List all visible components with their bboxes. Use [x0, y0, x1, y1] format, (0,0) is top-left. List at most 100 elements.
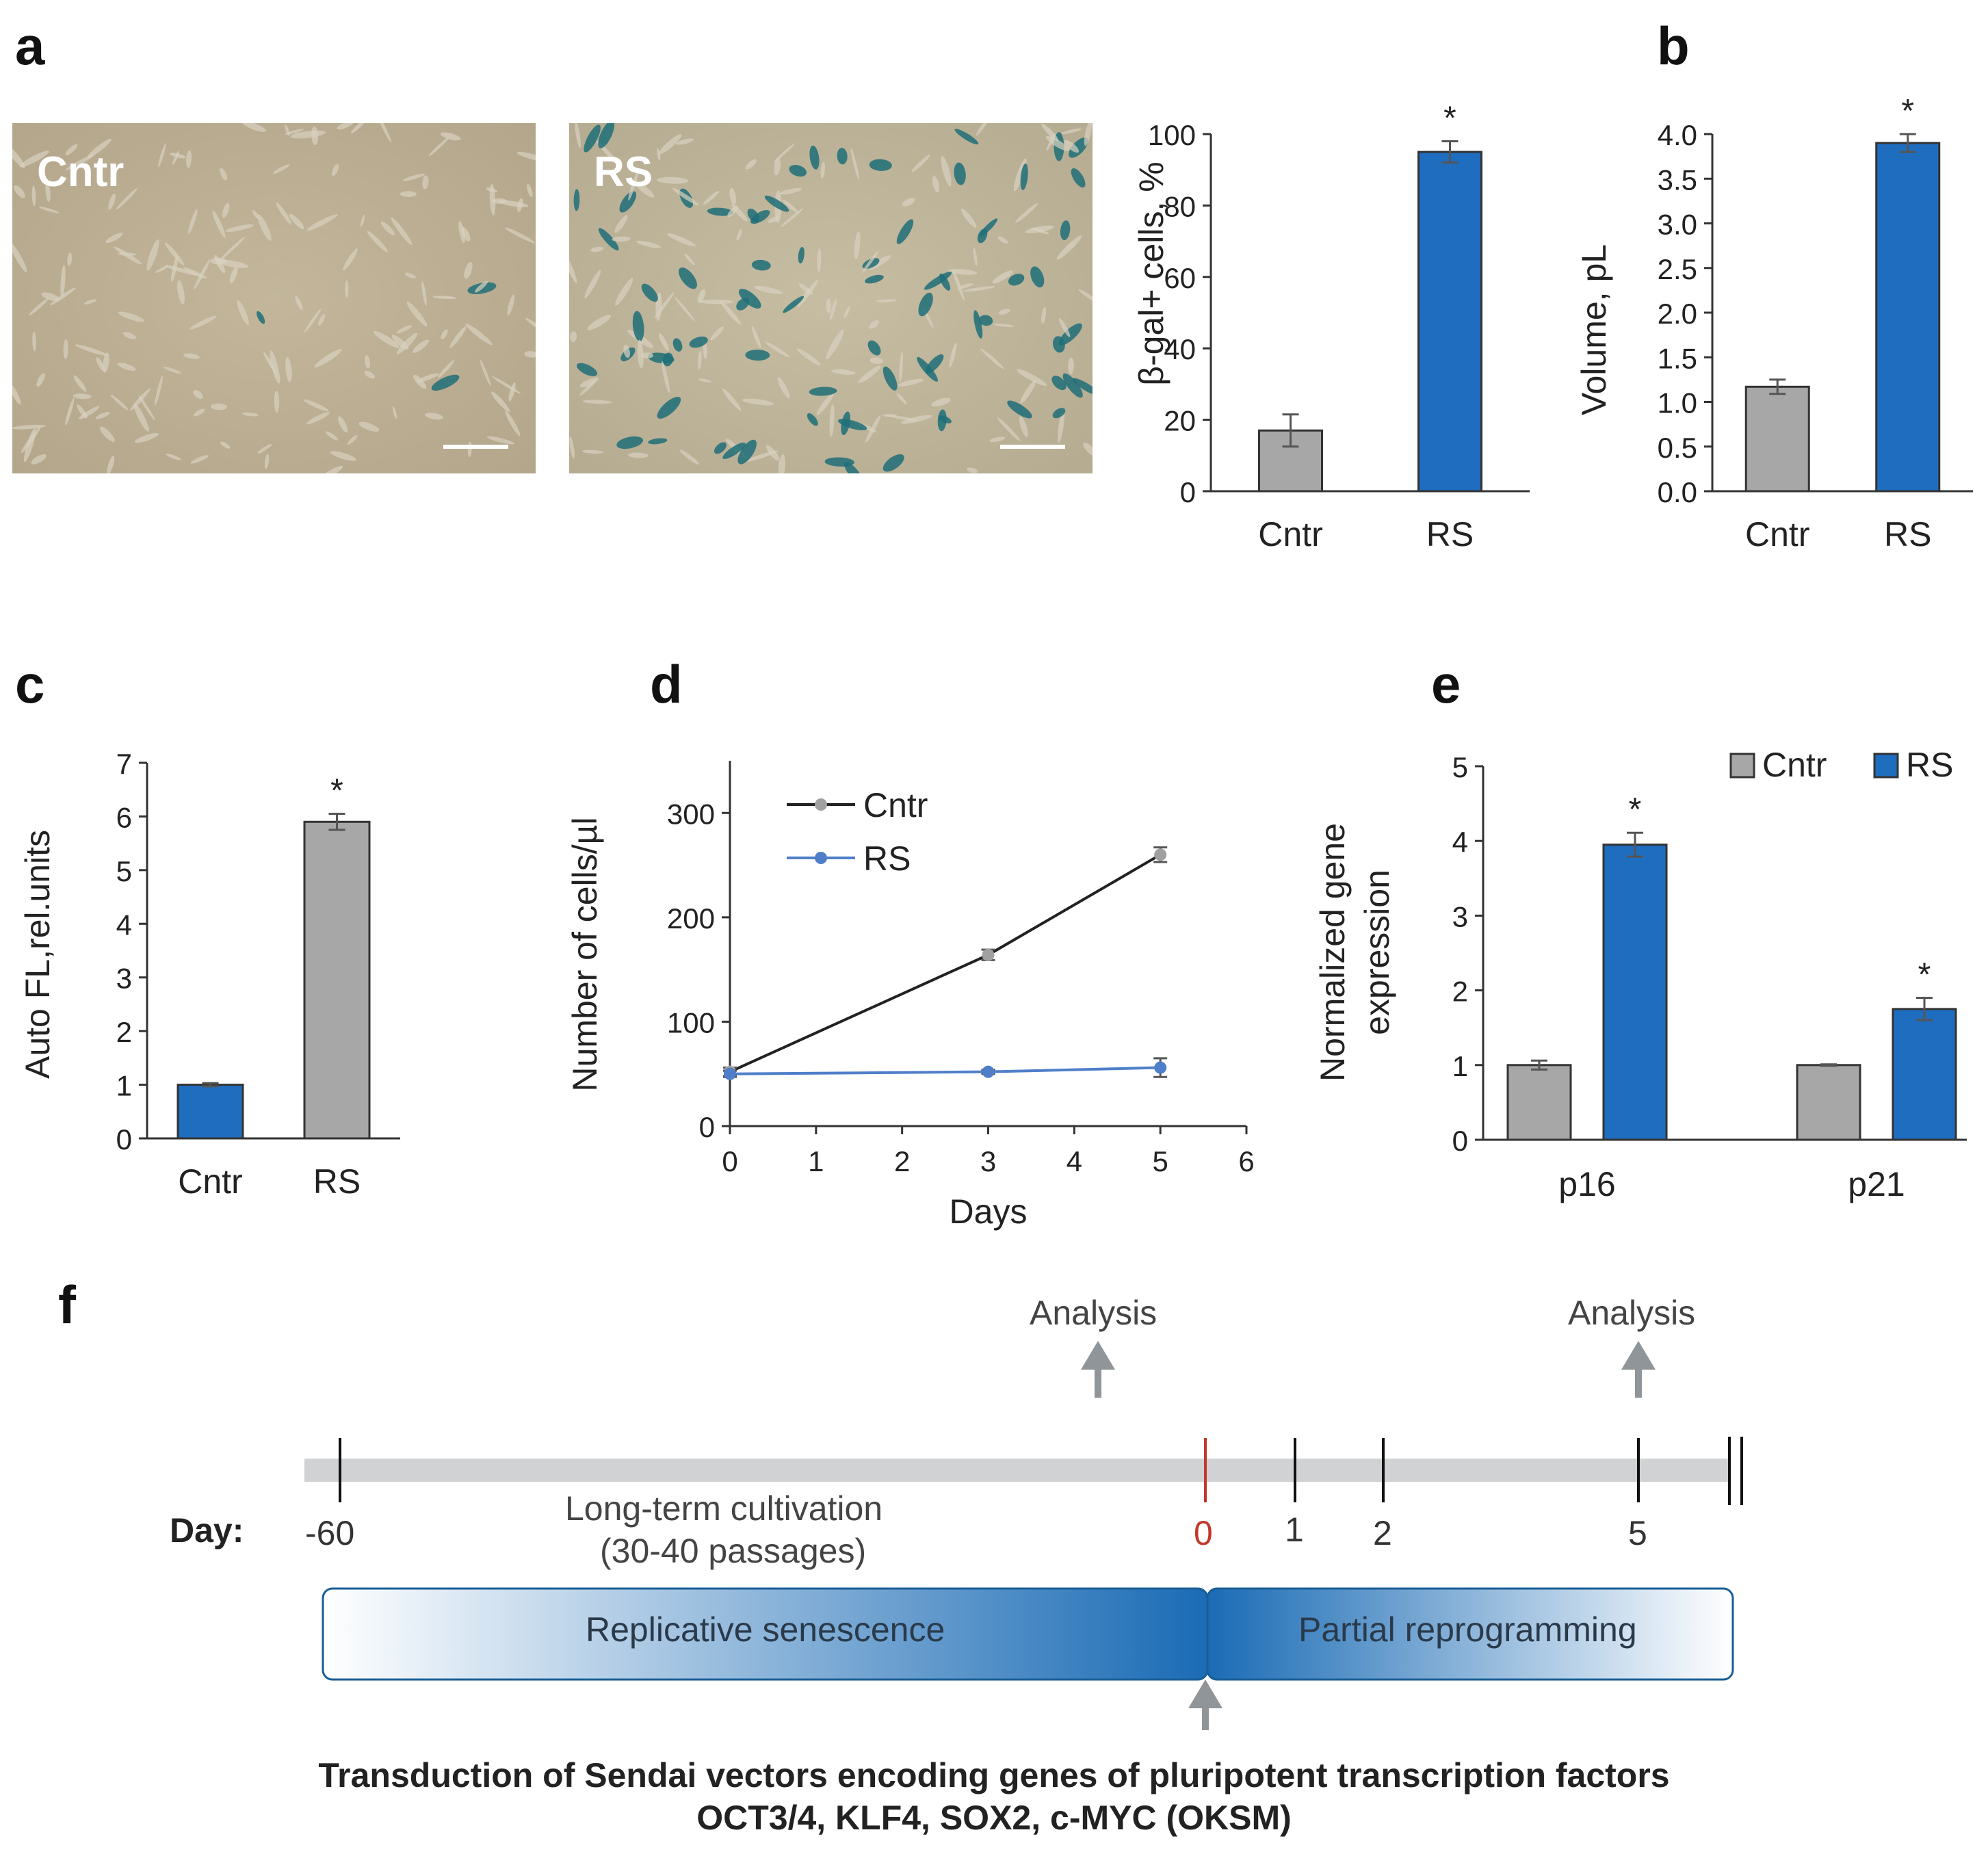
x-category-label: RS — [1426, 515, 1474, 553]
y-tick-label: 5 — [1452, 751, 1468, 783]
cell — [672, 187, 699, 206]
y-tick-label: 0 — [699, 1111, 715, 1143]
cell — [614, 215, 628, 233]
cell — [505, 410, 521, 436]
cell — [170, 255, 178, 283]
y-axis-label: Auto FL,rel.units — [18, 830, 57, 1079]
x-tick-label: 6 — [1238, 1145, 1254, 1177]
cell — [657, 177, 689, 184]
cell — [766, 445, 780, 461]
cell — [343, 248, 358, 271]
cell — [95, 412, 110, 419]
cell — [1025, 225, 1054, 233]
cell — [155, 265, 169, 273]
chart-a-beta-gal: 0 20 40 60 80 100 Cntr * RS β-gal+ cells, % — [1132, 100, 1530, 553]
cell — [183, 267, 207, 279]
cell — [428, 137, 449, 157]
cell — [1019, 416, 1028, 438]
stained-cell — [1071, 168, 1086, 188]
cell — [264, 454, 270, 469]
cell — [331, 164, 339, 177]
stained-cell — [882, 366, 898, 391]
cell — [504, 227, 536, 244]
cell — [963, 286, 995, 292]
cell — [270, 350, 280, 384]
cell — [306, 412, 330, 424]
y-tick-label: 4 — [1452, 826, 1468, 858]
stained-cell — [954, 129, 979, 145]
bar-rs — [1875, 142, 1941, 493]
cell — [183, 353, 200, 359]
cell — [432, 296, 457, 300]
cell — [19, 151, 49, 168]
stained-cell — [648, 438, 668, 445]
cell — [659, 134, 682, 155]
cell — [242, 412, 259, 417]
stained-cell — [764, 195, 789, 212]
cell — [858, 365, 881, 384]
cell — [36, 373, 45, 387]
cell — [110, 394, 129, 410]
bar-cntr — [176, 1084, 244, 1140]
cell — [12, 424, 47, 430]
y-tick-label: 0 — [1180, 476, 1196, 508]
cell — [12, 383, 21, 405]
cell — [103, 352, 109, 373]
cell — [703, 190, 720, 205]
y-tick-label: 1.0 — [1658, 387, 1697, 419]
cell — [876, 299, 897, 303]
stained-cell — [1060, 220, 1071, 241]
y-tick-label: 100 — [1148, 119, 1196, 151]
cell — [75, 344, 108, 356]
cell — [304, 309, 322, 333]
stained-cell — [925, 354, 944, 374]
panel-letter-f: f — [58, 1275, 76, 1335]
cell — [899, 352, 904, 382]
cell — [12, 141, 25, 168]
cultivation-label-line1: Long-term cultivation — [565, 1489, 883, 1528]
cell — [869, 320, 879, 329]
cell — [570, 331, 577, 343]
stained-cell — [576, 363, 598, 376]
cell — [590, 246, 604, 252]
cell — [584, 270, 601, 299]
stained-cell — [707, 207, 733, 216]
cell — [797, 279, 819, 308]
cell — [402, 173, 426, 181]
micrograph-cntr: Cntr — [12, 123, 536, 473]
cell — [869, 357, 884, 364]
y-axis-label: β-gal+ cells, % — [1132, 161, 1170, 386]
cell — [736, 229, 742, 241]
cell — [187, 209, 198, 235]
stained-cell — [657, 396, 681, 419]
cell — [976, 123, 992, 136]
cell — [697, 289, 706, 303]
caption-line1: Transduction of Sendai vectors encoding … — [318, 1756, 1670, 1794]
cell — [118, 252, 137, 256]
cell — [134, 432, 159, 443]
cell — [116, 188, 138, 210]
stained-cell — [689, 336, 708, 348]
panel-letter-a: a — [15, 16, 45, 76]
cell — [406, 301, 428, 326]
cell — [751, 326, 761, 349]
cell — [491, 391, 510, 413]
cell — [489, 183, 496, 216]
stained-cell — [672, 338, 683, 352]
stained-cell — [783, 296, 805, 313]
stained-cell — [841, 411, 850, 435]
cell — [882, 414, 897, 417]
arrow-up-icon — [1621, 1341, 1656, 1398]
cell — [659, 332, 669, 352]
stained-cell — [747, 208, 759, 223]
x-category-label: Cntr — [178, 1162, 242, 1201]
bar-cntr — [1744, 385, 1810, 493]
cell — [1083, 442, 1093, 456]
stained-cell — [979, 315, 993, 326]
cell — [319, 465, 343, 473]
cell — [220, 441, 231, 449]
cell — [163, 367, 181, 374]
stained-cell — [867, 340, 881, 356]
y-tick-label: 0 — [1452, 1125, 1468, 1157]
cell — [826, 298, 831, 313]
